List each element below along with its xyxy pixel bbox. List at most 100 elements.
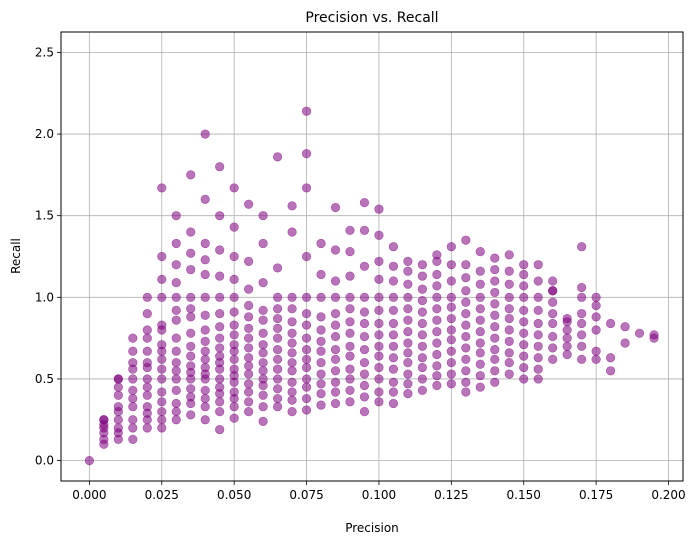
scatter-point-214: [301, 292, 312, 302]
scatter-point-416: [548, 354, 558, 364]
x-axis-label: Precision: [345, 521, 399, 535]
scatter-point-415: [533, 260, 543, 270]
scatter-point-360: [475, 382, 485, 392]
scatter-point-237: [330, 331, 341, 342]
scatter-point-13: [113, 402, 123, 412]
scatter-point-155: [244, 323, 254, 333]
scatter-point-325: [432, 349, 442, 360]
scatter-point-139: [229, 320, 239, 330]
scatter-point-149: [244, 379, 254, 389]
scatter-point-307: [403, 279, 413, 289]
scatter-point-206: [301, 382, 312, 392]
y-tick-label-4: 2.0: [35, 127, 54, 141]
scatter-point-17: [113, 374, 123, 384]
scatter-point-447: [606, 318, 616, 329]
scatter-point-220: [316, 389, 326, 399]
scatter-point-209: [301, 354, 312, 364]
scatter-point-256: [345, 225, 355, 235]
chart-title: Precision vs. Recall: [305, 10, 438, 26]
scatter-point-150: [244, 369, 254, 379]
scatter-point-323: [432, 371, 442, 381]
scatter-point-273: [374, 362, 384, 373]
x-tick-label-4: 0.100: [362, 488, 396, 502]
scatter-point-166: [258, 366, 268, 376]
scatter-point-160: [244, 199, 254, 209]
scatter-point-199: [287, 317, 297, 327]
x-tick-label-5: 0.125: [434, 488, 468, 502]
scatter-point-306: [403, 292, 413, 302]
scatter-point-48: [157, 374, 167, 384]
scatter-point-382: [490, 264, 500, 275]
scatter-point-193: [287, 377, 297, 387]
scatter-point-376: [490, 333, 500, 343]
scatter-point-141: [229, 292, 239, 302]
scatter-point-354: [461, 309, 471, 319]
y-tick-label-0: 0.0: [35, 454, 54, 468]
scatter-point-231: [330, 398, 341, 409]
scatter-point-319: [417, 284, 427, 294]
scatter-point-212: [301, 320, 312, 330]
scatter-point-172: [258, 305, 268, 315]
scatter-point-370: [475, 266, 485, 276]
scatter-point-69: [171, 305, 181, 315]
scatter-point-196: [287, 348, 297, 358]
scatter-point-328: [432, 315, 442, 325]
scatter-point-309: [403, 256, 413, 266]
scatter-point-315: [417, 330, 427, 340]
scatter-point-352: [461, 331, 471, 342]
scatter-point-203: [287, 201, 297, 211]
scatter-point-21: [128, 402, 138, 412]
scatter-point-308: [403, 266, 413, 276]
scatter-point-61: [171, 398, 181, 409]
scatter-point-281: [374, 256, 384, 266]
scatter-point-321: [417, 260, 427, 270]
scatter-point-253: [345, 292, 355, 302]
scatter-point-74: [171, 211, 181, 221]
points-layer: [84, 106, 659, 466]
scatter-point-23: [128, 385, 138, 395]
scatter-point-431: [577, 354, 587, 364]
scatter-point-311: [417, 374, 427, 384]
scatter-point-246: [345, 374, 355, 384]
scatter-point-392: [504, 279, 514, 289]
scatter-point-38: [142, 346, 152, 356]
scatter-point-420: [548, 309, 558, 319]
scatter-point-400: [519, 317, 529, 327]
scatter-point-44: [157, 415, 167, 425]
scatter-point-208: [301, 362, 312, 373]
scatter-point-276: [374, 330, 384, 340]
scatter-point-380: [490, 287, 500, 298]
scatter-point-57: [157, 251, 167, 262]
scatter-point-153: [244, 343, 254, 353]
scatter-point-82: [186, 351, 196, 361]
scatter-point-438: [577, 242, 587, 252]
scatter-point-78: [186, 384, 196, 394]
scatter-point-287: [388, 364, 399, 374]
scatter-point-257: [359, 407, 370, 417]
scatter-point-379: [490, 299, 500, 309]
scatter-point-272: [374, 374, 384, 384]
scatter-point-413: [533, 292, 543, 302]
scatter-point-147: [244, 397, 254, 407]
scatter-point-157: [244, 300, 254, 311]
scatter-point-226: [316, 325, 326, 335]
x-tick-label-8: 0.200: [651, 488, 685, 502]
scatter-point-234: [330, 366, 341, 376]
scatter-point-386: [504, 348, 514, 358]
scatter-point-10: [113, 423, 123, 433]
scatter-point-171: [258, 315, 268, 325]
scatter-point-167: [258, 358, 268, 368]
scatter-point-412: [533, 305, 543, 315]
scatter-point-110: [215, 424, 225, 435]
scatter-point-278: [374, 305, 384, 315]
scatter-point-396: [519, 362, 529, 373]
scatter-point-346: [446, 242, 456, 252]
scatter-point-230: [316, 238, 326, 249]
scatter-point-118: [215, 351, 225, 361]
x-tick-label-0: 0.000: [72, 488, 106, 502]
scatter-point-175: [258, 211, 268, 221]
scatter-point-305: [403, 304, 413, 314]
scatter-point-92: [200, 415, 210, 425]
scatter-point-242: [330, 245, 341, 255]
